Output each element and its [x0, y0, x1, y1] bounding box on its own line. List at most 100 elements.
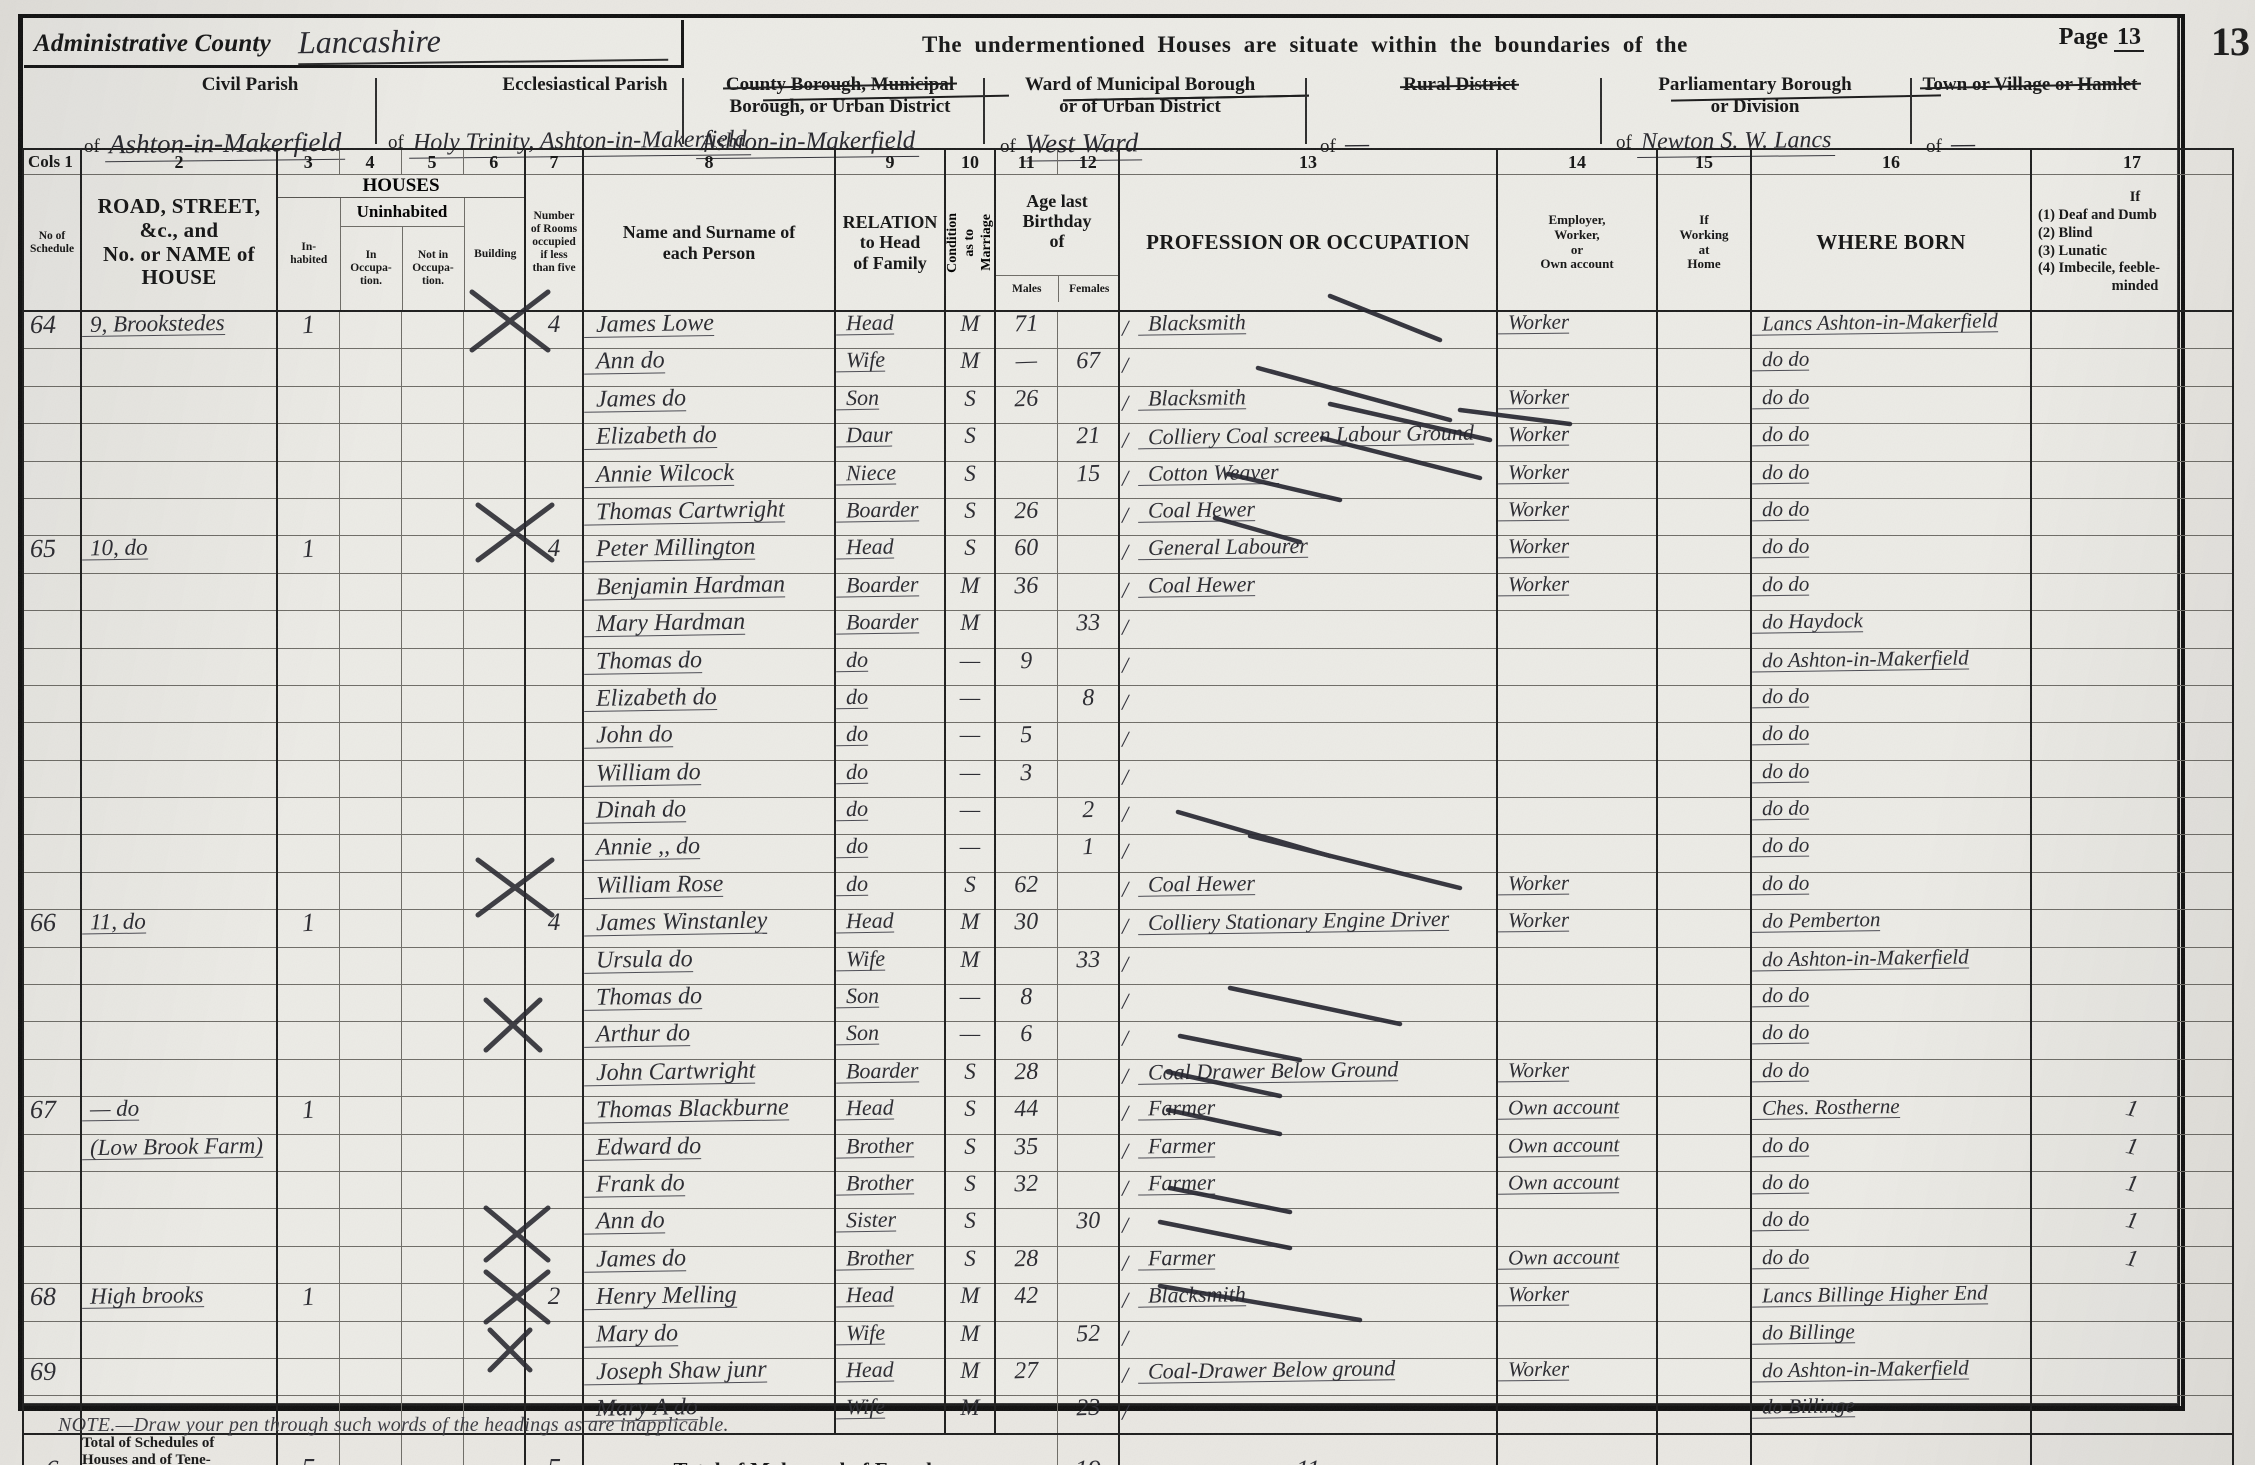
- cell-infirmity[interactable]: [2030, 1320, 2234, 1359]
- cell-road-street-name[interactable]: [80, 385, 278, 425]
- cell-infirmity[interactable]: [2030, 797, 2234, 836]
- cell-rooms-occupied[interactable]: [524, 385, 584, 425]
- cell-road-street-name[interactable]: [80, 1170, 278, 1210]
- cell-age-males[interactable]: [994, 1208, 1058, 1247]
- cell-road-street-name[interactable]: [80, 1320, 278, 1359]
- cell-houses-uninhabited-not-in-occupation[interactable]: [400, 684, 464, 724]
- cell-infirmity[interactable]: [2030, 647, 2234, 686]
- cell-where-born[interactable]: Lancs Billinge Higher End: [1750, 1281, 2032, 1322]
- cell-road-street-name[interactable]: [80, 348, 278, 387]
- cell-infirmity[interactable]: [2030, 834, 2234, 873]
- cell-infirmity[interactable]: [2030, 1283, 2234, 1322]
- cell-houses-uninhabited-in-occupation[interactable]: [338, 1245, 402, 1285]
- cell-houses-inhabited[interactable]: [276, 684, 340, 724]
- cell-condition-as-to-marriage[interactable]: M: [944, 348, 996, 387]
- cell-employer-worker-own-account[interactable]: [1496, 1320, 1658, 1359]
- cell-houses-inhabited[interactable]: [276, 797, 340, 836]
- cell-age-males[interactable]: [994, 1395, 1058, 1435]
- cell-where-born[interactable]: Lancs Ashton-in-Makerfield: [1750, 308, 2032, 350]
- cell-rooms-occupied[interactable]: [524, 460, 584, 499]
- cell-condition-as-to-marriage[interactable]: S: [944, 385, 996, 425]
- cell-condition-as-to-marriage[interactable]: S: [944, 1245, 996, 1285]
- cell-houses-inhabited[interactable]: [276, 1170, 340, 1210]
- cell-working-at-home[interactable]: [1656, 684, 1752, 724]
- cell-road-street-name[interactable]: [80, 647, 278, 686]
- cell-schedule-number[interactable]: [22, 1021, 82, 1060]
- cell-working-at-home[interactable]: [1656, 1357, 1752, 1397]
- cell-infirmity[interactable]: [2030, 497, 2234, 537]
- cell-person-name[interactable]: Henry Melling: [582, 1282, 836, 1322]
- cell-relation-to-head[interactable]: Head: [834, 1282, 946, 1322]
- cell-houses-inhabited[interactable]: 1: [276, 1095, 340, 1135]
- cell-houses-uninhabited-not-in-occupation[interactable]: [400, 1096, 464, 1135]
- table-row[interactable]: John Cartwright Boarder S 28/Coal Drawer Be…: [22, 1056, 2234, 1098]
- table-row[interactable]: Mary do Wife M 52 / do Billinge: [22, 1319, 2234, 1359]
- cell-working-at-home[interactable]: [1656, 1170, 1752, 1210]
- cell-houses-uninhabited-not-in-occupation[interactable]: [400, 460, 464, 499]
- cell-age-males[interactable]: 5: [994, 722, 1058, 761]
- cell-age-males[interactable]: 3: [994, 759, 1058, 799]
- cell-relation-to-head[interactable]: do: [834, 871, 946, 911]
- cell-employer-worker-own-account[interactable]: [1496, 984, 1658, 1023]
- cell-profession-occupation[interactable]: / Coal Hewer: [1118, 870, 1498, 911]
- table-row[interactable]: 64 9, Brookstedes 1 4 James Lowe Head M 71/Blac…: [22, 308, 2234, 350]
- cell-houses-inhabited[interactable]: [276, 1021, 340, 1060]
- cell-houses-inhabited[interactable]: [276, 1320, 340, 1359]
- cell-working-at-home[interactable]: [1656, 647, 1752, 686]
- cell-houses-uninhabited-not-in-occupation[interactable]: [400, 722, 464, 761]
- cell-relation-to-head[interactable]: Daur: [834, 422, 946, 462]
- table-row[interactable]: 68 High brooks 1 2 Henry Melling Head M 42/Blac…: [22, 1281, 2234, 1322]
- cell-houses-building[interactable]: [462, 1208, 526, 1247]
- cell-relation-to-head[interactable]: Boarder: [834, 1057, 946, 1098]
- cell-schedule-number[interactable]: [22, 834, 82, 873]
- cell-working-at-home[interactable]: [1656, 1245, 1752, 1285]
- cell-relation-to-head[interactable]: Brother: [834, 1244, 946, 1285]
- cell-age-males[interactable]: 60: [994, 535, 1058, 574]
- cell-employer-worker-own-account[interactable]: [1496, 1395, 1658, 1435]
- cell-houses-inhabited[interactable]: 1: [276, 534, 340, 574]
- cell-age-females[interactable]: [1056, 385, 1120, 425]
- cell-condition-as-to-marriage[interactable]: M: [944, 1320, 996, 1359]
- cell-relation-to-head[interactable]: Son: [834, 983, 946, 1023]
- cell-houses-inhabited[interactable]: [276, 1245, 340, 1285]
- cell-working-at-home[interactable]: [1656, 423, 1752, 462]
- cell-infirmity[interactable]: [2030, 385, 2234, 425]
- cell-profession-occupation[interactable]: / Coal Hewer: [1118, 496, 1498, 537]
- cell-houses-uninhabited-in-occupation[interactable]: [338, 946, 402, 986]
- cell-age-females[interactable]: [1056, 310, 1120, 350]
- cell-rooms-occupied[interactable]: 4: [524, 310, 584, 350]
- cell-houses-building[interactable]: [462, 423, 526, 462]
- cell-schedule-number[interactable]: [22, 1058, 82, 1098]
- cell-profession-occupation[interactable]: /: [1118, 348, 1498, 387]
- cell-working-at-home[interactable]: [1656, 1208, 1752, 1247]
- cell-road-street-name[interactable]: 10, do: [80, 535, 278, 574]
- cell-houses-building[interactable]: [462, 946, 526, 986]
- table-row[interactable]: William do do — 3 / do do: [22, 758, 2234, 799]
- cell-infirmity[interactable]: [2030, 310, 2234, 350]
- cell-relation-to-head[interactable]: Wife: [834, 347, 946, 387]
- cell-houses-building[interactable]: [462, 460, 526, 499]
- cell-houses-uninhabited-in-occupation[interactable]: [338, 871, 402, 911]
- cell-schedule-number[interactable]: [22, 797, 82, 836]
- cell-age-males[interactable]: 36: [994, 572, 1058, 612]
- cell-houses-inhabited[interactable]: [276, 871, 340, 911]
- cell-relation-to-head[interactable]: Boarder: [834, 608, 946, 649]
- cell-person-name[interactable]: John Cartwright: [582, 1057, 836, 1098]
- cell-condition-as-to-marriage[interactable]: S: [944, 1208, 996, 1247]
- cell-employer-worker-own-account[interactable]: Own account: [1496, 1169, 1658, 1210]
- cell-houses-building[interactable]: [462, 572, 526, 612]
- cell-road-street-name[interactable]: 9, Brookstedes: [80, 310, 278, 350]
- cell-age-males[interactable]: 32: [994, 1171, 1058, 1210]
- cell-condition-as-to-marriage[interactable]: —: [944, 834, 996, 873]
- cell-houses-uninhabited-not-in-occupation[interactable]: [400, 348, 464, 387]
- cell-houses-uninhabited-in-occupation[interactable]: [338, 797, 402, 836]
- cell-road-street-name[interactable]: [80, 1021, 278, 1060]
- cell-houses-inhabited[interactable]: [276, 497, 340, 537]
- cell-where-born[interactable]: do do: [1750, 384, 2032, 425]
- cell-houses-uninhabited-not-in-occupation[interactable]: [400, 1058, 464, 1098]
- cell-houses-uninhabited-in-occupation[interactable]: [338, 1058, 402, 1098]
- cell-age-females[interactable]: 52: [1056, 1320, 1120, 1359]
- cell-working-at-home[interactable]: [1656, 1395, 1752, 1435]
- cell-houses-uninhabited-in-occupation[interactable]: [338, 460, 402, 499]
- cell-condition-as-to-marriage[interactable]: M: [944, 310, 996, 350]
